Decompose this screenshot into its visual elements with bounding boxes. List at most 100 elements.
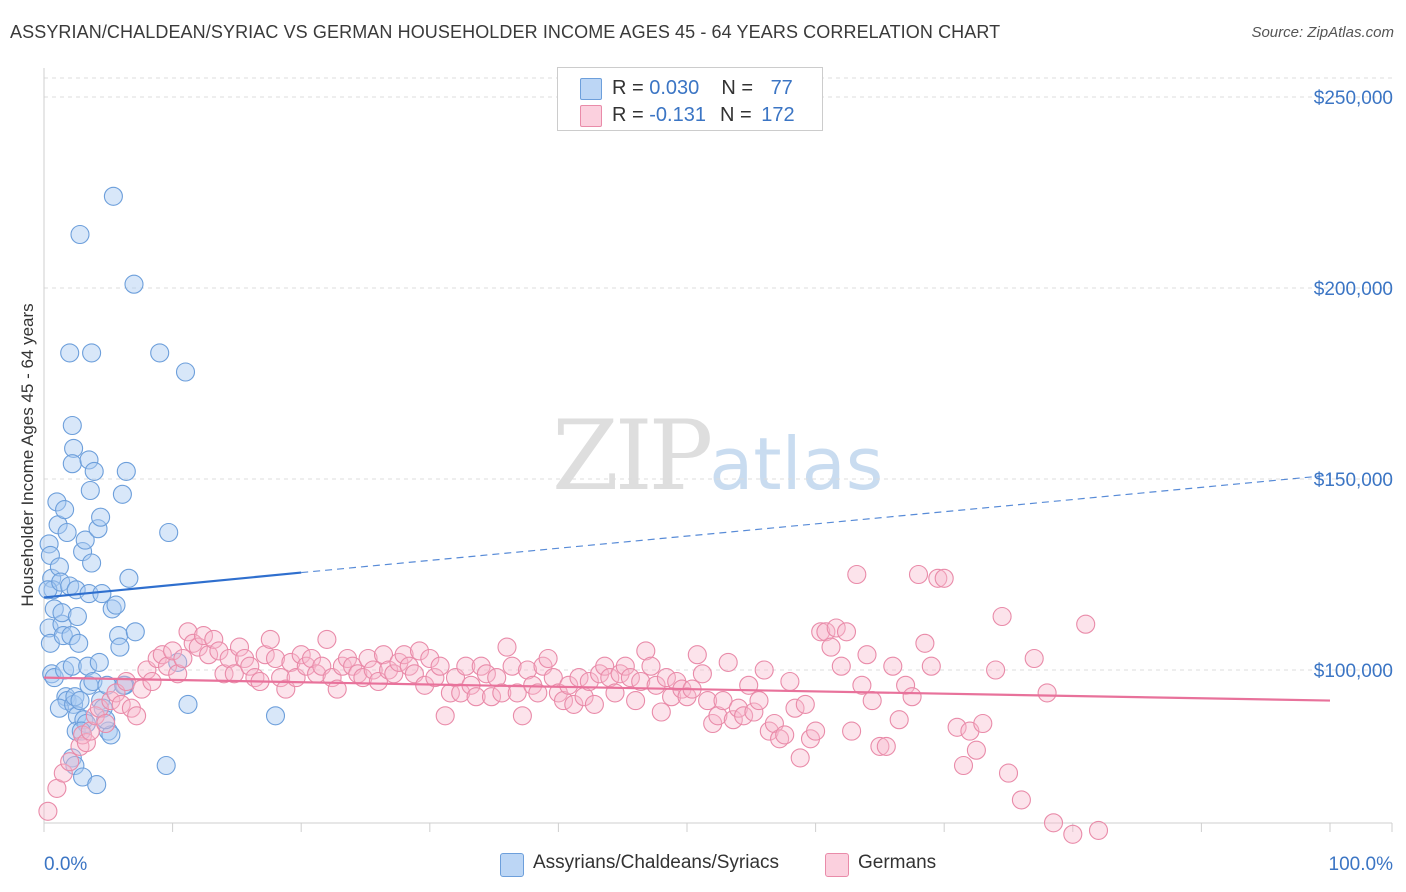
point-german — [1063, 824, 1083, 844]
legend-label-assyrians: Assyrians/Chaldeans/Syriacs — [533, 852, 780, 873]
point-german — [168, 664, 188, 684]
point-assyrian — [124, 274, 144, 294]
point-german — [915, 633, 935, 653]
point-german — [708, 706, 728, 726]
watermark: ZIPatlas — [552, 400, 883, 512]
point-german — [209, 641, 229, 661]
point-assyrian — [64, 438, 84, 458]
point-german — [229, 637, 250, 657]
point-german — [291, 645, 311, 665]
point-german — [363, 660, 383, 680]
trendline-assyrians-dashed — [301, 474, 1331, 574]
point-german — [559, 675, 579, 695]
point-german — [183, 633, 203, 653]
point-assyrian — [125, 622, 145, 642]
trendline-germans — [43, 676, 1331, 702]
point-german — [80, 721, 100, 741]
point-german — [456, 656, 476, 676]
point-german — [240, 656, 260, 676]
point-german — [615, 656, 635, 676]
point-german — [966, 740, 986, 760]
point-german — [780, 671, 800, 692]
point-assyrian — [156, 755, 176, 776]
point-assyrian — [150, 343, 170, 363]
point-german — [358, 648, 378, 669]
point-german — [481, 687, 502, 707]
point-german — [517, 660, 538, 680]
point-assyrian — [67, 606, 87, 627]
trendline-assyrians-solid — [43, 571, 302, 599]
point-assyrian — [55, 500, 75, 520]
point-german — [847, 564, 867, 585]
stats-swatch-germans — [580, 105, 602, 127]
point-german — [564, 694, 584, 714]
point-german — [512, 706, 532, 726]
point-german — [857, 645, 877, 665]
point-german — [992, 606, 1012, 627]
point-german — [538, 648, 558, 669]
point-assyrian — [78, 656, 98, 676]
point-german — [111, 694, 131, 714]
stats-r-value: -0.131 — [649, 104, 706, 126]
point-german — [214, 664, 234, 684]
point-german — [662, 687, 682, 707]
point-assyrian — [102, 599, 122, 619]
point-german — [744, 702, 764, 722]
point-german — [466, 687, 486, 707]
point-german — [157, 656, 178, 676]
point-german — [687, 645, 707, 665]
stats-r-label: R = — [612, 77, 650, 99]
point-german — [953, 755, 974, 776]
point-german — [127, 706, 147, 726]
point-german — [76, 733, 96, 753]
point-german — [199, 645, 219, 665]
point-german — [173, 648, 193, 669]
point-german — [507, 683, 527, 703]
point-assyrian — [53, 626, 73, 646]
point-german — [528, 683, 548, 703]
point-german — [826, 618, 846, 638]
point-assyrian — [70, 691, 90, 711]
point-german — [53, 763, 73, 783]
point-german — [921, 656, 941, 676]
point-assyrian — [87, 775, 107, 795]
point-german — [947, 717, 967, 737]
point-german — [852, 675, 872, 695]
point-german — [734, 706, 754, 726]
stats-n-label: N = — [719, 104, 758, 126]
point-german — [973, 713, 993, 734]
point-assyrian — [101, 725, 121, 745]
point-assyrian — [91, 507, 111, 527]
point-assyrian — [65, 755, 85, 776]
point-german — [553, 691, 574, 711]
point-german — [605, 683, 625, 703]
point-german — [435, 706, 455, 726]
point-german — [476, 664, 496, 684]
stats-text-assyrians: R = 0.030 N = 77 — [612, 77, 793, 100]
point-german — [626, 691, 646, 711]
point-german — [889, 710, 909, 730]
point-german — [698, 691, 718, 711]
point-assyrian — [82, 343, 102, 363]
point-german — [152, 645, 172, 665]
point-assyrian — [175, 362, 196, 382]
point-assyrian — [75, 530, 95, 550]
point-german — [163, 641, 183, 661]
point-assyrian — [119, 568, 139, 588]
point-german — [451, 683, 471, 703]
point-assyrian — [61, 626, 81, 646]
point-assyrian — [79, 450, 99, 470]
point-german — [876, 736, 896, 756]
point-assyrian — [52, 603, 72, 623]
point-german — [260, 629, 280, 649]
point-assyrian — [62, 415, 82, 436]
point-assyrian — [83, 671, 103, 692]
legend-label-germans: Germans — [858, 852, 937, 873]
legend-swatch-germans — [825, 853, 849, 877]
stats-n-value: 172 — [761, 104, 795, 126]
point-german — [870, 736, 890, 756]
point-german — [430, 656, 450, 676]
point-german — [718, 652, 738, 672]
point-german — [193, 626, 214, 646]
point-german — [142, 671, 162, 692]
